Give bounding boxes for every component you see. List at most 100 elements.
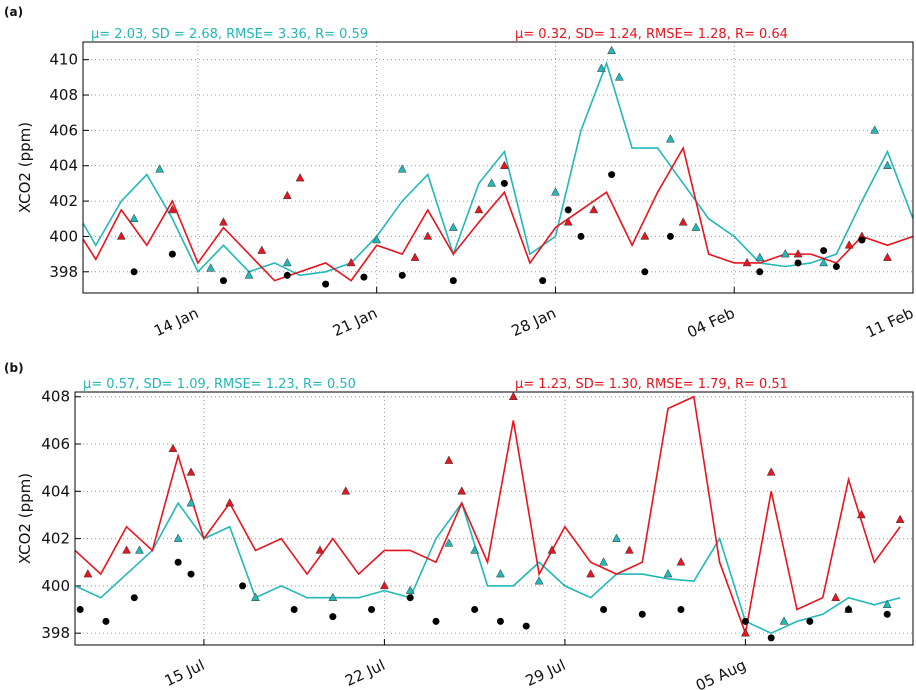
dot-point [883,610,891,618]
dot-point [102,617,110,625]
triangle-point [397,164,407,173]
dot-point [449,277,457,285]
triangle-point [844,240,854,249]
triangle-point [614,72,624,81]
triangle-point [496,569,505,578]
triangle-point [766,467,776,476]
triangle-point [589,204,599,214]
x-tick-label: 14 Jan [151,304,201,340]
dot-point [329,613,337,621]
triangle-point [499,160,509,169]
plot-frame [82,41,914,294]
y-axis-label: XCO2 (ppm) [16,122,34,213]
y-tick-label: 406 [41,435,70,453]
dot-point [500,179,508,187]
triangle-point [870,125,880,134]
triangle-point [405,585,415,594]
triangle-point [640,231,650,240]
dot-point [368,606,376,614]
y-tick-label: 404 [41,482,70,500]
triangle-point [173,533,183,542]
triangle-point [372,234,382,244]
triangle-point [444,538,454,547]
data-line [83,145,913,282]
triangle-point [597,63,606,72]
x-tick-label: 05 Aug [693,656,749,690]
triangle-point [780,249,790,258]
x-tick-label: 21 Jan [330,304,380,340]
dot-point [820,247,828,255]
triangle-point [819,257,829,267]
dot-point [322,280,330,288]
triangle-point [607,45,617,55]
triangle-point [282,257,292,267]
triangle-point [167,204,177,214]
triangle-point [831,592,841,601]
triangle-point [563,217,573,226]
y-tick-label: 410 [49,51,78,69]
y-tick-label: 402 [49,192,78,210]
dot-point [564,206,572,214]
triangle-point [423,231,433,240]
triangle-point [295,173,305,182]
x-tick-label: 04 Feb [684,304,737,342]
triangle-point [857,509,866,519]
dot-point [522,622,530,630]
panel-label: (b) [4,361,24,375]
triangle-point [883,160,892,169]
triangle-point [882,599,892,609]
triangle-point [779,616,789,625]
stat-annotation: μ= 1.23, SD= 1.30, RMSE= 1.79, R= 0.51 [515,377,788,392]
data-line [83,60,913,277]
stat-annotation: μ= 0.57, SD= 1.09, RMSE= 1.23, R= 0.50 [83,377,356,392]
dot-point [577,232,585,240]
dot-point [290,606,298,614]
y-tick-label: 398 [41,624,70,642]
triangle-point [448,222,458,231]
dot-point [406,594,414,602]
triangle-point [257,245,267,254]
triangle-point [508,392,518,400]
triangle-point [379,580,389,590]
triangle-point [186,498,196,507]
x-tick-label: 29 Jul [523,656,569,690]
dot-point [239,582,247,590]
triangle-point [244,270,254,279]
data-line [75,395,901,637]
y-axis-label: XCO2 (ppm) [16,473,34,564]
stat-annotation: μ= 2.03, SD = 2.68, RMSE= 3.36, R= 0.59 [91,27,368,42]
triangle-point [663,569,673,578]
triangle-point [691,222,701,231]
x-tick-label: 15 Jul [162,656,208,690]
triangle-point [186,467,196,476]
triangle-point [547,545,557,554]
dot-point [608,171,616,179]
triangle-point [83,569,93,578]
stat-annotation: μ= 0.32, SD= 1.24, RMSE= 1.28, R= 0.64 [515,27,788,42]
dot-point [638,610,646,618]
dot-point [432,617,440,625]
dot-point [767,634,775,642]
dot-point [76,606,84,614]
triangle-point [534,576,544,585]
y-tick-label: 402 [41,530,70,548]
triangle-point [282,190,292,200]
triangle-point [678,217,688,226]
dot-point [219,277,227,285]
plot-frame [74,391,914,646]
dot-point [174,558,182,566]
dot-point [496,617,504,625]
triangle-point [225,498,235,507]
triangle-point [470,545,480,554]
dot-point [600,606,608,614]
triangle-point [755,252,765,261]
dot-point [398,271,406,279]
dot-point [471,606,479,614]
plot-area [83,45,913,288]
dot-point [741,617,749,625]
triangle-point [129,213,139,223]
triangle-point [135,545,144,554]
y-tick-label: 398 [49,263,78,281]
y-tick-label: 400 [41,577,70,595]
triangle-point [116,231,126,240]
